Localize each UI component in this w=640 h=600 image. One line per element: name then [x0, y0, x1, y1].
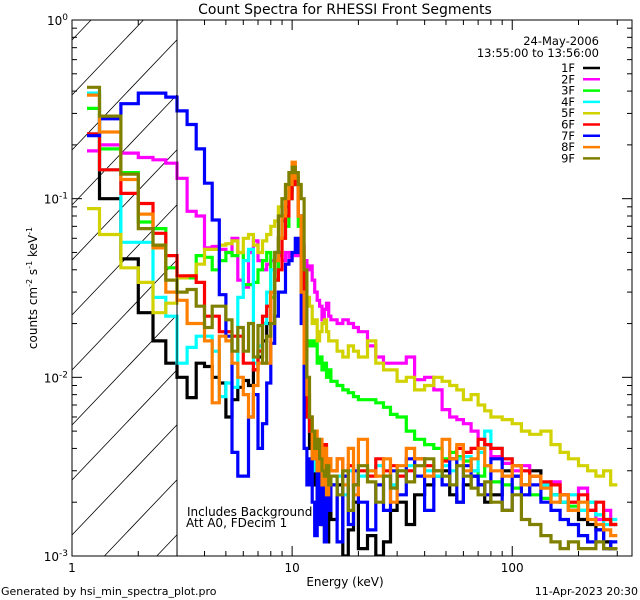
- x-axis-label: Energy (keV): [306, 575, 383, 589]
- y-axis-label: counts cm-2 s-1 keV-1: [25, 227, 40, 349]
- hatched-region: [71, 19, 178, 557]
- hatch-line: [71, 424, 178, 536]
- legend-label-5F: 5F: [561, 106, 575, 120]
- plot-frame: [71, 19, 633, 557]
- footer-timestamp: 11-Apr-2023 20:30: [535, 585, 638, 598]
- hatch-line: [71, 39, 178, 151]
- x-tick-label: 1: [68, 561, 76, 575]
- series-9F: [87, 85, 618, 551]
- y-tick-label: 100: [47, 13, 68, 28]
- y-tick-label: 10-3: [44, 549, 68, 564]
- legend-label-6F: 6F: [561, 118, 575, 132]
- legend-label-2F: 2F: [561, 72, 575, 86]
- series-layer: [87, 85, 618, 556]
- hatch-line: [71, 314, 178, 426]
- axis-ticks: [71, 20, 632, 557]
- hatch-line: [156, 534, 178, 557]
- hatch-line: [71, 19, 92, 41]
- hatch-line: [71, 369, 178, 481]
- series-7F: [87, 91, 618, 551]
- time-range-label: 13:55:00 to 13:56:00: [477, 46, 599, 60]
- x-tick-label: 10: [284, 561, 299, 575]
- axis-tick-labels: 1 10 100 100 10-1 10-2 10-3: [44, 13, 524, 575]
- legend-label-4F: 4F: [561, 95, 575, 109]
- series-8F: [87, 93, 618, 538]
- annotation-attenuator: Att A0, FDecim 1: [186, 516, 287, 530]
- legend-label-1F: 1F: [561, 61, 575, 75]
- hatch-line: [71, 149, 178, 261]
- y-tick-label: 10-1: [44, 192, 68, 207]
- legend-label-7F: 7F: [561, 129, 575, 143]
- annotation-background: Includes Background: [187, 505, 312, 519]
- legend-label-9F: 9F: [561, 151, 575, 165]
- legend-label-3F: 3F: [561, 84, 575, 98]
- date-label: 24-May-2006: [523, 34, 599, 48]
- hatch-line: [71, 94, 178, 206]
- hatch-line: [71, 259, 178, 371]
- legend-label-8F: 8F: [561, 140, 575, 154]
- chart-title: Count Spectra for RHESSI Front Segments: [198, 2, 492, 18]
- hatch-line: [104, 479, 178, 557]
- x-tick-label: 100: [501, 561, 524, 575]
- footer-generated-by: Generated by hsi_min_spectra_plot.pro: [1, 585, 217, 598]
- series-5F: [87, 171, 618, 487]
- hatch-line: [71, 19, 144, 96]
- y-tick-label: 10-2: [44, 370, 68, 385]
